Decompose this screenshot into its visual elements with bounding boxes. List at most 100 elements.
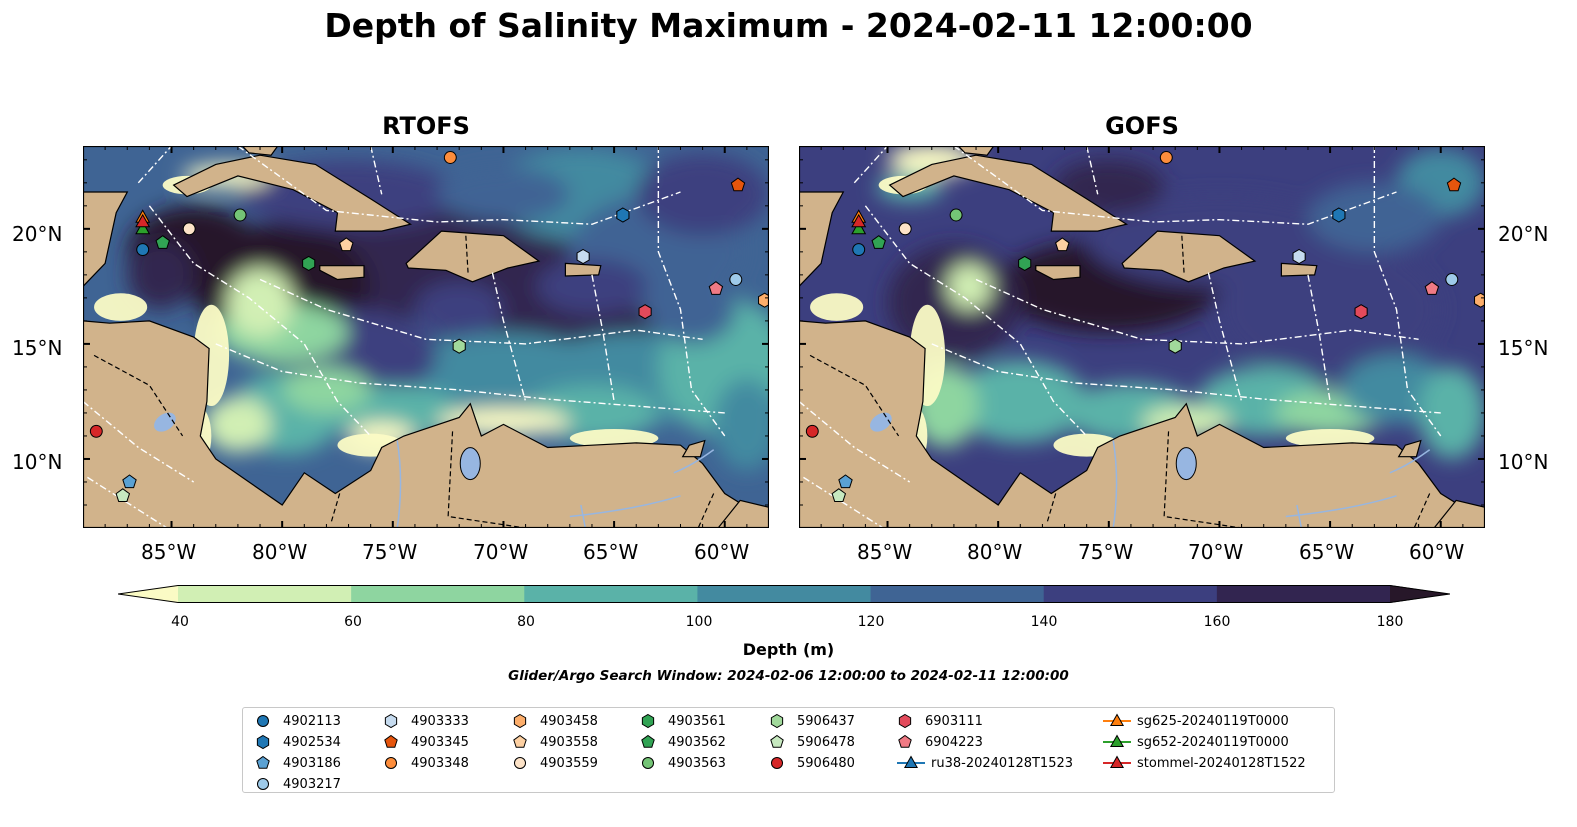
landmass	[681, 439, 706, 458]
landmass	[1397, 439, 1422, 458]
legend-label: 5906437	[797, 713, 855, 729]
legend-marker-icon	[1103, 713, 1131, 727]
legend-marker-icon	[770, 713, 784, 729]
platform-marker	[831, 488, 847, 502]
country-borders	[93, 235, 715, 528]
colorbar-tick: 40	[171, 614, 189, 630]
platform-marker	[443, 151, 457, 164]
colorbar-tick: 140	[1030, 614, 1058, 630]
colorbar-tick: 100	[685, 614, 713, 630]
legend-label: 4902534	[283, 734, 341, 750]
lon-tick-70w: 70°W	[1188, 540, 1244, 564]
legend-marker-icon	[256, 755, 270, 769]
platform-marker	[576, 248, 590, 265]
map-ticks	[82, 146, 770, 529]
legend-label: 6904223	[925, 734, 983, 750]
depth-region	[1219, 240, 1441, 379]
legend-marker	[256, 714, 270, 728]
colorbar-label: Depth (m)	[742, 640, 835, 659]
rtofs-map-panel[interactable]	[82, 145, 770, 529]
legend-item: 4903186	[255, 753, 341, 773]
platform-marker	[898, 222, 912, 236]
colorbar-extend-high	[1390, 585, 1450, 603]
legend-marker-icon	[641, 756, 655, 770]
platform-marker	[838, 474, 853, 489]
legend-item: 4903333	[383, 711, 469, 731]
colorbar-segment	[351, 585, 525, 603]
legend-marker	[903, 755, 919, 769]
legend-label: 4903333	[411, 713, 469, 729]
lat-tick-10n: 10°N	[1498, 450, 1549, 474]
legend-marker	[384, 756, 398, 770]
figure-title: Depth of Salinity Maximum - 2024-02-11 1…	[324, 6, 1253, 45]
depth-region	[127, 240, 194, 310]
legend-marker	[1109, 755, 1125, 769]
legend-marker-icon	[384, 713, 398, 729]
platform-marker	[89, 424, 103, 438]
legend-item: sg652-20240119T0000	[1103, 732, 1289, 752]
landmass	[957, 146, 995, 156]
depth-colorbar	[117, 585, 1451, 603]
landmass	[172, 154, 413, 232]
legend-item: 6904223	[897, 732, 983, 752]
depth-region	[437, 166, 570, 222]
landmass	[717, 499, 769, 528]
colorbar-extend-low	[118, 585, 178, 603]
landmass	[1433, 499, 1485, 528]
platform-marker	[616, 207, 630, 223]
platform-markers	[89, 151, 769, 502]
country-borders	[809, 235, 1431, 528]
colorbar-tick: 160	[1203, 614, 1231, 630]
platform-marker	[339, 237, 354, 252]
legend-item: 4903458	[512, 711, 598, 731]
platform-marker	[1446, 177, 1462, 192]
legend-marker-icon	[898, 713, 912, 729]
landmass	[564, 262, 602, 277]
legend-label: ru38-20240128T1523	[931, 755, 1074, 771]
platform-marker	[851, 220, 867, 235]
legend-marker	[770, 713, 784, 729]
lake-nicaragua	[154, 412, 176, 432]
gofs-map-panel[interactable]	[798, 145, 1486, 529]
legend-label: 6903111	[925, 713, 983, 729]
lon-tick-75w: 75°W	[362, 540, 418, 564]
lon-tick-85w: 85°W	[857, 540, 913, 564]
platform-marker	[638, 304, 652, 320]
legend-marker-icon	[897, 755, 925, 769]
lon-tick-60w: 60°W	[1409, 540, 1465, 564]
legend-item: 4903345	[383, 732, 469, 752]
legend-marker-icon	[641, 713, 655, 729]
platform-marker	[122, 474, 137, 489]
legend-label: 4903345	[411, 734, 469, 750]
platform-marker	[758, 292, 769, 308]
lon-tick-80w: 80°W	[967, 540, 1023, 564]
colorbar-tick: 60	[344, 614, 362, 630]
legend-item: 6903111	[897, 711, 983, 731]
platform-marker	[155, 235, 170, 249]
legend-label: 4903217	[283, 776, 341, 792]
lat-tick-20n: 20°N	[1498, 222, 1549, 246]
platform-marker	[708, 281, 724, 295]
colorbar-segment	[178, 585, 352, 603]
landmass	[405, 230, 541, 283]
legend-marker	[513, 756, 527, 770]
landmass	[319, 265, 365, 281]
lon-tick-75w: 75°W	[1078, 540, 1134, 564]
map-frame	[798, 145, 1486, 529]
landmass	[888, 154, 1129, 232]
legend-label: 4903562	[668, 734, 726, 750]
legend-label: 4903348	[411, 755, 469, 771]
eez-boundaries	[799, 146, 1442, 528]
legend-marker	[641, 713, 655, 729]
rtofs-map	[82, 145, 770, 529]
depth-region	[226, 267, 294, 337]
lon-tick-60w: 60°W	[694, 540, 750, 564]
map-ticks	[798, 146, 1486, 529]
platform-marker	[730, 177, 746, 192]
depth-region	[647, 274, 736, 344]
platform-marker	[1445, 273, 1459, 286]
legend-marker-icon	[513, 756, 527, 770]
legend-item: 5906480	[769, 753, 855, 773]
platform-marker	[852, 243, 866, 257]
legend-marker-icon	[641, 734, 655, 748]
